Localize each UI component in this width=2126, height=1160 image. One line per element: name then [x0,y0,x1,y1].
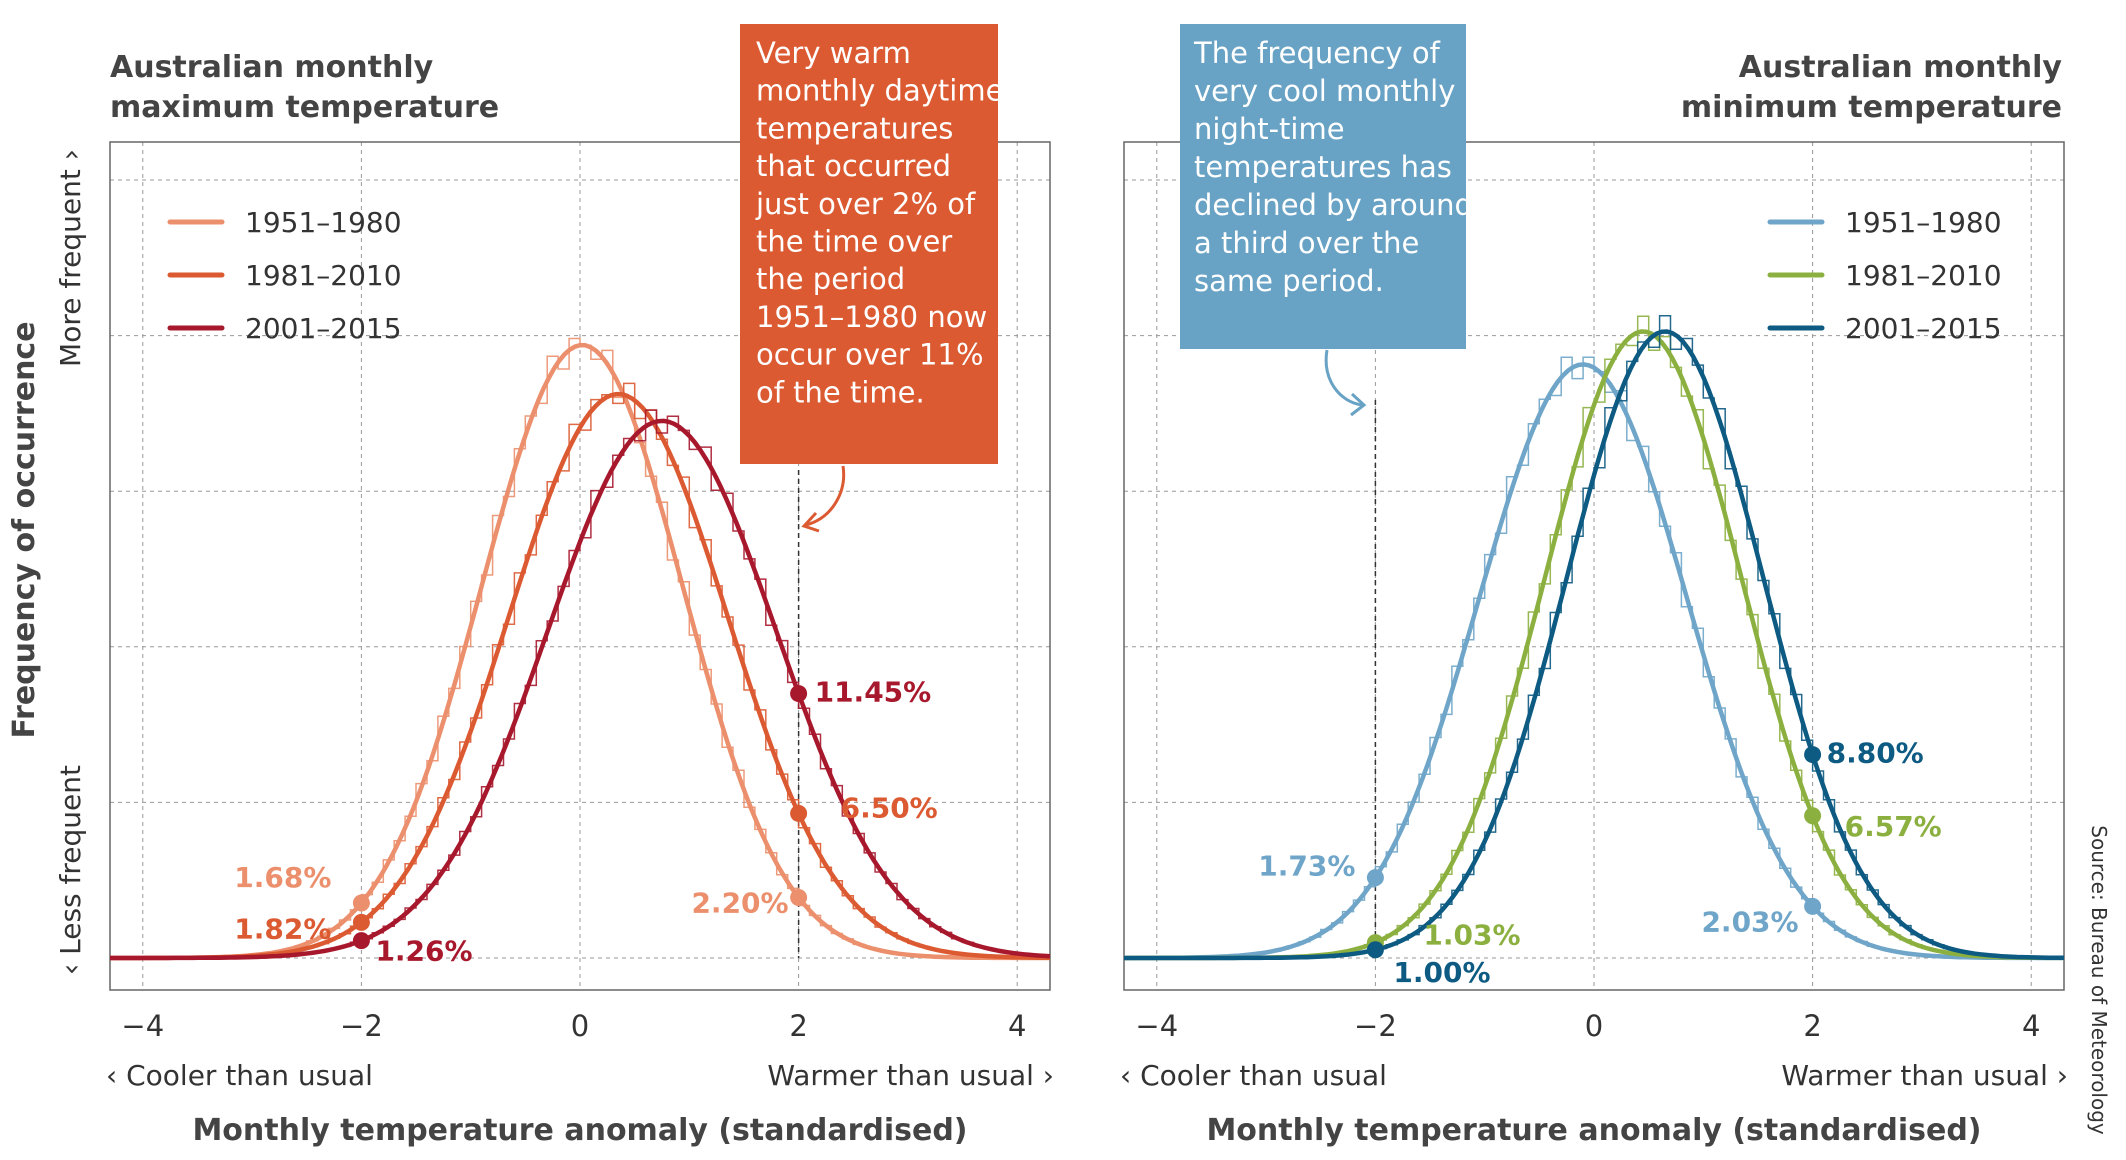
x-tick-label: −4 [1135,1009,1178,1043]
callout-line: the time over [756,225,952,259]
data-point [790,685,808,703]
callout-line: very cool monthly [1194,74,1455,108]
callout-line: The frequency of [1193,36,1441,70]
callout-line: a third over the [1194,226,1419,260]
x-tick-label: −2 [1354,1009,1397,1043]
series-line-2001–2015 [1124,329,2064,961]
callout-arrow-head [801,511,820,533]
x-right-label: Warmer than usual › [1781,1059,2068,1092]
data-label: 8.80% [1827,737,1924,770]
x-left-label: ‹ Cooler than usual [106,1059,373,1092]
x-tick-label: −4 [121,1009,164,1043]
legend-label: 1951–1980 [1845,206,2002,239]
chart-title-line2: maximum temperature [110,90,499,125]
callout-text: The frequency of very cool monthly night-t… [1193,36,1473,298]
data-points: 1.68% 2.20% 1.82% 6.50% 1.26% 11.45% [234,676,937,968]
callout-line: monthly daytime [756,74,1003,108]
callout-line: temperatures has [1194,150,1452,184]
data-label: 6.57% [1845,810,1942,843]
x-axis-title: Monthly temperature anomaly (standardise… [192,1113,967,1148]
callout-background [740,24,998,464]
x-axis-title: Monthly temperature anomaly (standardise… [1206,1113,1981,1148]
data-point [1804,807,1822,825]
data-point [790,804,808,822]
chart-title-line2: minimum temperature [1681,90,2062,125]
callout-line: Very warm [756,36,911,70]
legend-label: 1951–1980 [245,206,402,239]
callout-line: the period [756,262,905,296]
callout-arrow-head [1350,392,1367,417]
x-ticks: −4 −2 0 2 4 [1135,1009,2040,1043]
x-tick-label: 2 [789,1009,807,1043]
data-point [1804,746,1822,764]
x-tick-label: 0 [571,1009,589,1043]
x-tick-label: 2 [1803,1009,1821,1043]
min-temperature-panel: Australian monthly minimum temperature 1… [1120,24,2068,1148]
callout-line: declined by around [1194,188,1473,222]
legend-label: 2001–2015 [1845,312,2002,345]
data-point [352,913,370,931]
data-point [1366,869,1384,887]
data-label: 1.82% [234,912,331,945]
callout-line: that occurred [756,149,951,183]
data-label: 1.26% [375,935,472,968]
y-axis-title: Frequency of occurrence [7,321,42,738]
data-points: 1.73% 2.03% 1.03% 6.57% 1.00% 8.80% [1258,737,1941,989]
x-tick-label: 0 [1585,1009,1603,1043]
callout-line: night-time [1194,112,1345,146]
series-line-1951–1980 [1124,362,2064,961]
data-label: 6.50% [841,791,938,824]
legend-label: 1981–2010 [1845,259,2002,292]
data-label: 2.03% [1701,905,1798,938]
x-right-label: Warmer than usual › [767,1059,1054,1092]
callout-line: just over 2% of [755,187,976,221]
legend: 1951–1980 1981–2010 2001–2015 [1767,206,2002,345]
data-label: 11.45% [815,676,932,709]
data-point [352,894,370,912]
y-less-frequent-label: ‹ Less frequent [54,765,87,975]
x-tick-label: 4 [1008,1009,1026,1043]
data-label: 2.20% [691,887,788,920]
data-label: 1.73% [1258,850,1355,883]
x-left-label: ‹ Cooler than usual [1120,1059,1387,1092]
data-label: 1.00% [1393,956,1490,989]
chart-title-line1: Australian monthly [110,50,434,85]
callout-arrow [1324,349,1363,407]
callout-line: of the time. [756,375,925,409]
callout-line: occur over 11% [756,338,984,372]
callout-arrow [805,465,846,527]
callout-text: Very warm monthly daytime temperatures that… [755,36,1003,409]
callout-box: The frequency of very cool monthly night-t… [1180,24,1473,417]
data-point [1804,897,1822,915]
callout-line: 1951–1980 now [756,300,987,334]
plot-frame [1123,141,2065,991]
data-point [1366,941,1384,959]
series-lines [110,337,1051,961]
data-label: 1.03% [1423,919,1520,952]
data-point [790,889,808,907]
callout-background [1180,24,1466,349]
series-line-2001–2015 [110,418,1051,961]
data-point [352,932,370,950]
legend-label: 1981–2010 [245,259,402,292]
source-label: Source: Bureau of Meteorology [2087,825,2111,1135]
callout-box: Very warm monthly daytime temperatures that… [740,24,1003,533]
callout-line: same period. [1194,264,1384,298]
x-ticks: −4 −2 0 2 4 [121,1009,1026,1043]
x-tick-label: 4 [2022,1009,2040,1043]
y-more-frequent-label: More frequent › [54,149,87,367]
data-label: 1.68% [234,861,331,894]
x-tick-label: −2 [340,1009,383,1043]
legend: 1951–1980 1981–2010 2001–2015 [167,206,402,345]
plot-frame [109,141,1051,991]
legend-label: 2001–2015 [245,312,402,345]
max-temperature-panel: Australian monthly maximum temperature 1… [106,24,1054,1148]
chart-title-line1: Australian monthly [1739,50,2063,85]
callout-line: temperatures [756,111,953,145]
series-lines [1124,315,2064,961]
